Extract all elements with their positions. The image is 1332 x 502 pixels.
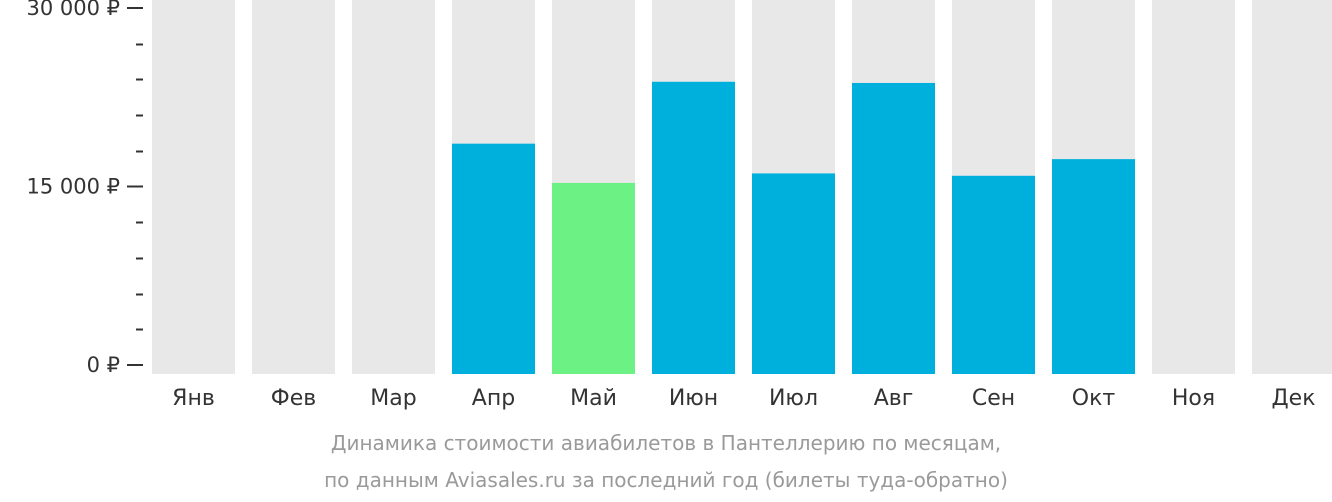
bar-10 [1052, 159, 1135, 374]
y-tick-label: 0 ₽ [87, 353, 120, 377]
x-tick-label: Окт [1072, 386, 1116, 411]
column-background [1152, 0, 1235, 374]
bar-9 [952, 175, 1035, 374]
x-tick-label: Ноя [1172, 386, 1215, 411]
x-tick-label: Янв [172, 386, 215, 411]
x-tick-label: Сен [972, 386, 1015, 411]
y-tick-label: 15 000 ₽ [26, 175, 120, 199]
column-background [1252, 0, 1332, 374]
x-tick-label: Фев [271, 386, 316, 411]
bar-6 [652, 81, 735, 374]
bar-4 [452, 143, 535, 374]
column-background [152, 0, 235, 374]
y-tick-label: 30 000 ₽ [26, 0, 120, 20]
bar-5 [552, 182, 635, 374]
column-background [252, 0, 335, 374]
x-tick-label: Авг [874, 386, 914, 411]
x-tick-label: Май [570, 386, 617, 411]
chart-caption-line-1: Динамика стоимости авиабилетов в Пантелл… [330, 431, 1002, 455]
column-background [352, 0, 435, 374]
x-tick-label: Июл [769, 386, 818, 411]
x-tick-label: Апр [472, 386, 515, 411]
bar-7 [752, 173, 835, 374]
x-tick-label: Дек [1271, 386, 1315, 411]
x-tick-label: Июн [669, 386, 718, 411]
x-tick-label: Мар [370, 386, 416, 411]
bar-8 [852, 82, 935, 374]
chart-caption-line-2: по данным Aviasales.ru за последний год … [324, 468, 1008, 492]
